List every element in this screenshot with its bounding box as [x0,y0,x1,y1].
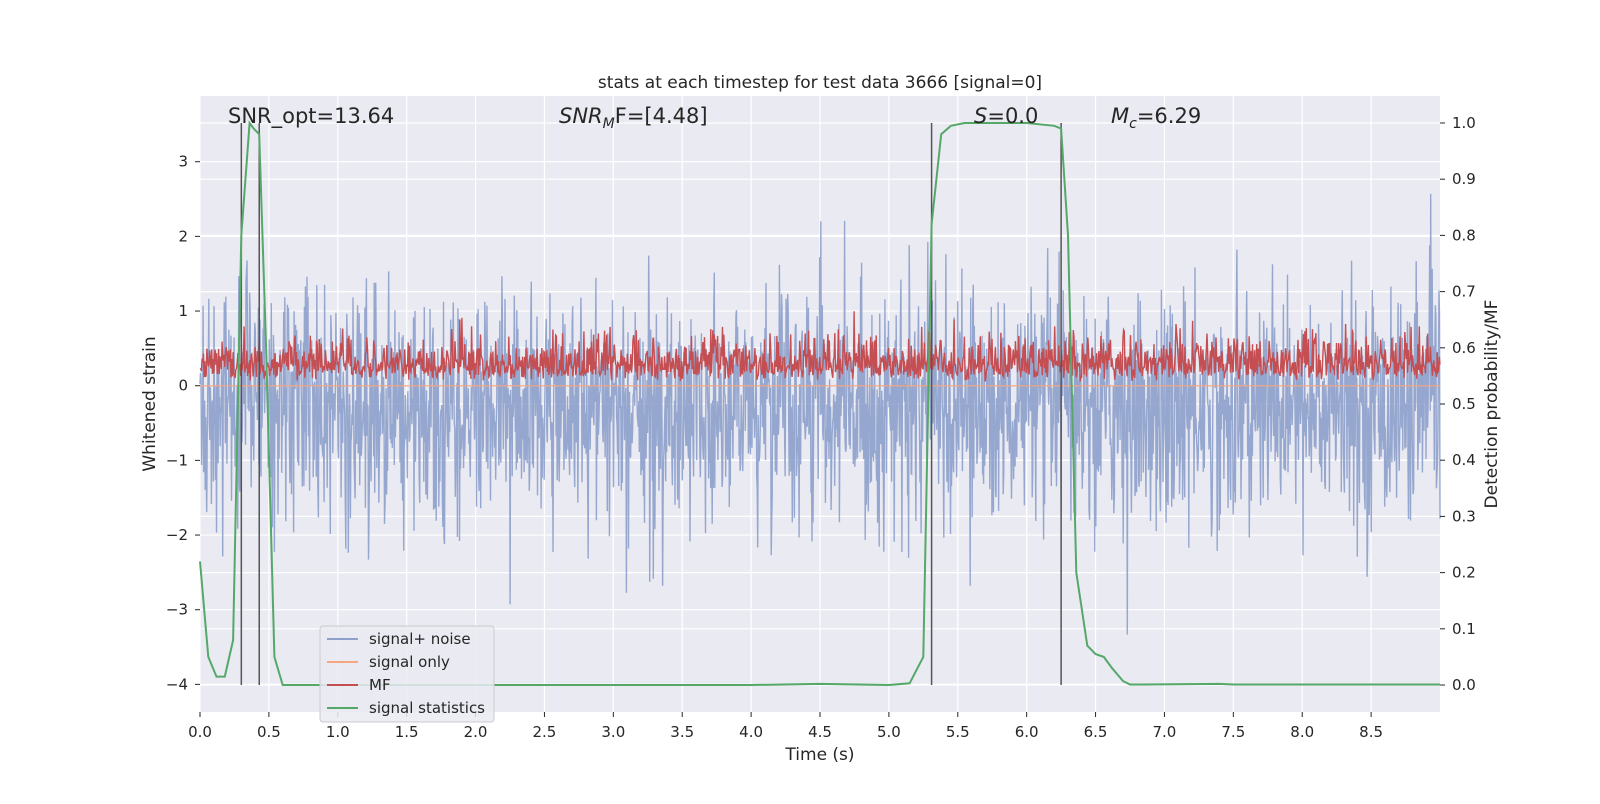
left-y-tick-label: 0 [178,377,188,395]
x-tick-label: 4.5 [808,723,832,741]
right-y-tick-label: 0.7 [1452,283,1476,301]
x-tick-label: 2.5 [533,723,557,741]
mc-rest: =6.29 [1137,104,1201,128]
series-signal-noise-line [199,193,1441,635]
left-y-tick-label: −1 [166,451,188,469]
x-tick-label: 2.0 [464,723,488,741]
right-y-tick-label: 0.5 [1452,395,1476,413]
x-tick-label: 1.5 [395,723,419,741]
x-tick-label: 1.0 [326,723,350,741]
right-y-tick-label: 0.3 [1452,507,1476,525]
series-signal-statistics-line [199,120,1440,687]
legend-label-signal-statistics: signal statistics [369,699,485,717]
left-y-axis-label: Whitened strain [140,336,160,471]
legend-box [319,625,495,723]
mc-italic: M [1111,104,1129,128]
s-italic: S [974,104,987,128]
x-tick-label: 3.5 [670,723,694,741]
x-tick-label: 7.5 [1221,723,1245,741]
right-y-axis-label: Detection probability/MF [1482,300,1502,509]
left-y-tick-label: −2 [166,526,188,544]
right-y-tick-label: 0.9 [1452,170,1476,188]
x-tick-label: 8.0 [1290,723,1314,741]
legend-label-signal-only: signal only [369,653,450,671]
right-y-tick-label: 1.0 [1452,114,1476,132]
mc-subscript: c [1129,116,1137,132]
x-tick-label: 0.5 [257,723,281,741]
legend: signal+ noise signal only MF signal stat… [319,625,495,723]
series-layer [199,120,1441,687]
left-y-tick-label: 3 [178,153,188,171]
snr-opt-annotation: SNR_opt=13.64 [228,104,394,129]
legend-label-signal-noise: signal+ noise [369,630,471,648]
right-y-tick-label: 0.1 [1452,620,1476,638]
chart-title: stats at each timestep for test data 366… [598,73,1042,93]
right-y-tick-label: 0.8 [1452,226,1476,244]
x-tick-label: 4.0 [739,723,763,741]
snr-mf-subscript: M [603,116,615,132]
ticks-layer: 0.0 0.5 1.0 1.5 2.0 2.5 3.0 3.5 4.0 4.5 5.0 5.5 6.0 6… [166,114,1476,741]
left-y-tick-label: −4 [166,675,188,693]
x-tick-label: 6.5 [1084,723,1108,741]
left-y-tick-label: 1 [178,302,188,320]
left-y-tick-label: 2 [178,227,188,245]
legend-label-mf: MF [369,676,391,694]
snr-mf-annotation: SNRMF=[4.48] [559,104,708,132]
left-y-tick-label: −3 [166,601,188,619]
right-y-tick-label: 0.6 [1452,339,1476,357]
x-tick-label: 3.0 [601,723,625,741]
snr-mf-rest: F=[4.48] [615,104,708,128]
x-tick-label: 7.0 [1153,723,1177,741]
x-tick-label: 8.5 [1359,723,1383,741]
s-annotation: S=0.0 [974,104,1038,128]
right-y-tick-label: 0.2 [1452,564,1476,582]
x-tick-label: 6.0 [1015,723,1039,741]
right-y-tick-label: 0.0 [1452,676,1476,694]
series-mf-line [199,311,1441,382]
x-tick-label: 5.0 [877,723,901,741]
x-axis-label: Time (s) [784,745,854,765]
right-y-tick-label: 0.4 [1452,451,1476,469]
x-tick-label: 5.5 [946,723,970,741]
snr-mf-italic: SNR [559,104,603,128]
x-tick-label: 0.0 [188,723,212,741]
s-rest: =0.0 [987,104,1038,128]
mc-annotation: Mc=6.29 [1111,104,1201,132]
